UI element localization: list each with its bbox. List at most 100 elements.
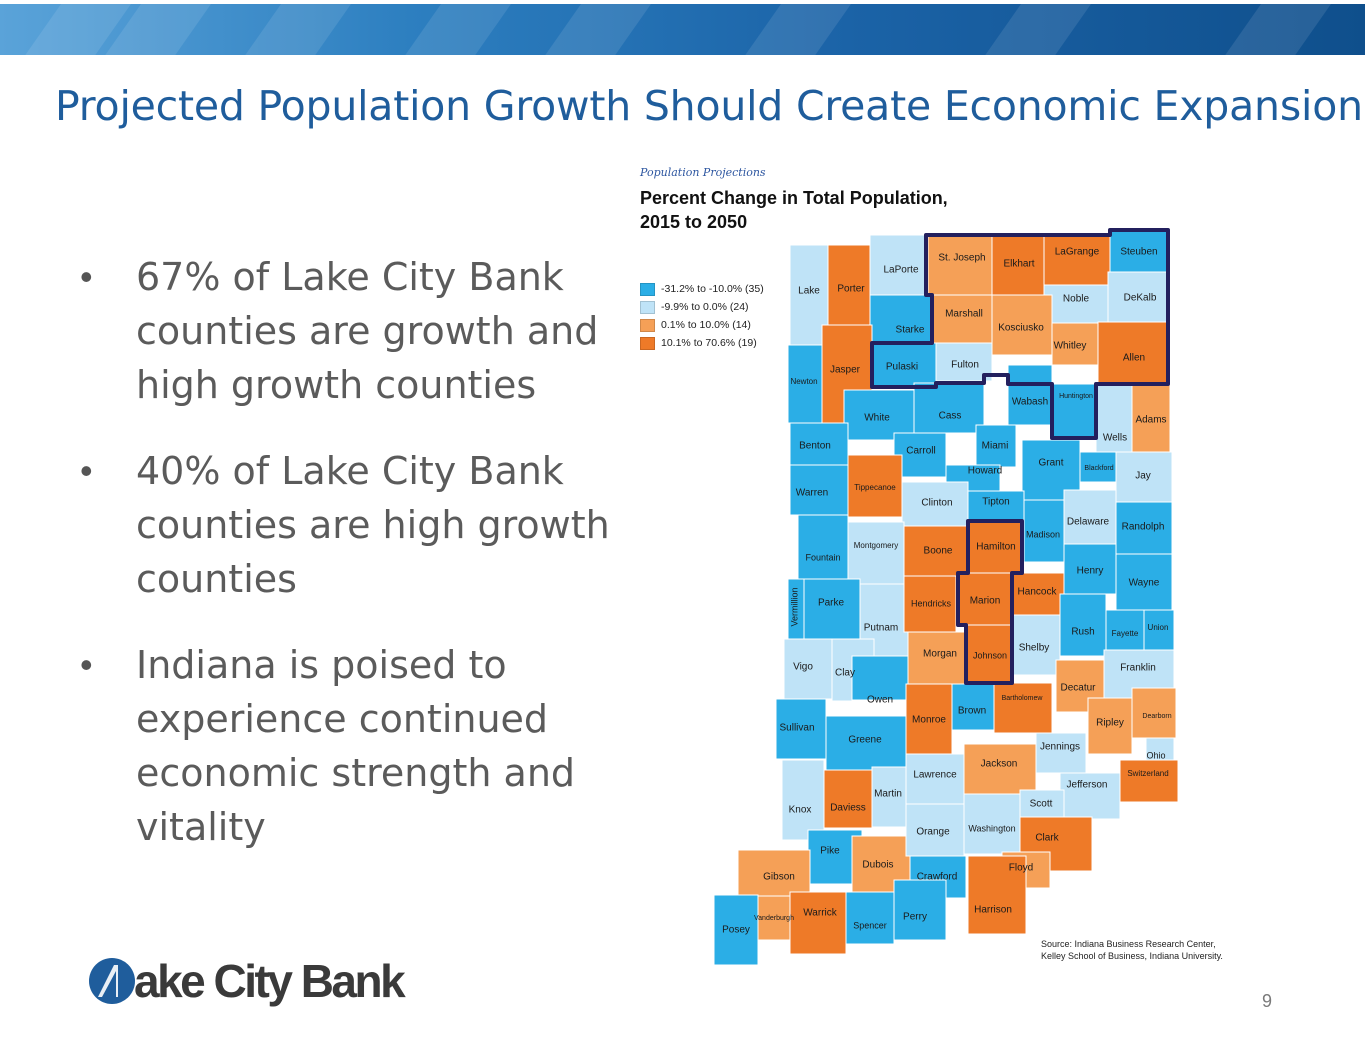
county-label-knox: Knox [789, 805, 812, 816]
county-hancock [1011, 572, 1065, 616]
county-label-warrick: Warrick [803, 908, 838, 919]
county-elkhart [991, 234, 1045, 296]
source-line: Kelley School of Business, Indiana Unive… [1041, 951, 1223, 961]
source-line: Source: Indiana Business Research Center… [1041, 939, 1216, 949]
county-label-dekalb: DeKalb [1124, 293, 1157, 304]
county-label-vermillion: Vermillion [789, 587, 799, 626]
county-label-dubois: Dubois [862, 860, 893, 871]
county-blackford [1079, 451, 1117, 483]
county-label-monroe: Monroe [912, 715, 946, 726]
county-label-decatur: Decatur [1060, 683, 1096, 694]
county-vigo [783, 638, 833, 700]
county-label-harrison: Harrison [974, 905, 1012, 916]
map-source: Source: Indiana Business Research Center… [1041, 938, 1223, 962]
county-warrick [789, 891, 847, 955]
county-wells [1095, 383, 1133, 453]
county-label-gibson: Gibson [763, 872, 795, 883]
county-greene [825, 715, 907, 771]
county-label-montgomery: Montgomery [854, 541, 898, 550]
county-label-randolph: Randolph [1122, 522, 1165, 533]
county-label-morgan: Morgan [923, 649, 957, 660]
county-label-jackson: Jackson [981, 759, 1018, 770]
map-kicker: Population Projections [640, 166, 766, 179]
county-label-jasper: Jasper [830, 365, 861, 376]
county-label-greene: Greene [848, 735, 882, 746]
county-label-washington: Washington [968, 823, 1015, 833]
county-label-parke: Parke [818, 598, 845, 609]
county-label-sullivan: Sullivan [779, 723, 814, 734]
county-label-noble: Noble [1063, 294, 1090, 305]
county-noble [1043, 284, 1109, 324]
county-label-floyd: Floyd [1009, 863, 1033, 874]
county-label-hendricks: Hendricks [911, 598, 952, 608]
county-label-white: White [864, 413, 890, 424]
county-jay [1115, 451, 1173, 503]
legend-label: -9.9% to 0.0% (24) [661, 301, 749, 313]
county-label-tipton: Tipton [982, 497, 1009, 508]
county-tippecanoe [847, 454, 903, 518]
county-steuben [1109, 229, 1169, 273]
county-label-brown: Brown [958, 706, 986, 717]
legend-item: 10.1% to 70.6% (19) [640, 334, 764, 352]
page-number: 9 [1262, 991, 1273, 1011]
map-title-line: 2015 to 2050 [640, 212, 748, 232]
county-knox [781, 759, 825, 841]
county-label-wabash: Wabash [1012, 397, 1048, 408]
county-label-rush: Rush [1071, 627, 1094, 638]
county-label-pulaski: Pulaski [886, 362, 918, 373]
county-warren [789, 464, 849, 516]
header-banner [0, 4, 1365, 55]
county-montgomery [847, 521, 905, 585]
county-wayne [1115, 553, 1173, 611]
county-pulaski [871, 342, 937, 388]
county-randolph [1115, 501, 1173, 555]
county-label-whitley: Whitley [1054, 341, 1087, 352]
county-label-crawford: Crawford [917, 872, 958, 883]
county-label-marion: Marion [970, 596, 1001, 607]
legend-swatch [640, 282, 655, 296]
county-label-starke: Starke [896, 325, 925, 336]
county-parke [803, 578, 861, 640]
county-label-hamilton: Hamilton [976, 542, 1015, 553]
service-area-outline-north [870, 228, 1170, 440]
county-label-union: Union [1148, 623, 1169, 632]
county-cass [913, 382, 985, 434]
legend-label: -31.2% to -10.0% (35) [661, 283, 764, 295]
county-posey [713, 894, 759, 966]
county-label-shelby: Shelby [1019, 643, 1050, 654]
county-fountain [797, 514, 849, 580]
county-label-martin: Martin [874, 789, 902, 800]
map-title: Percent Change in Total Population, 2015… [640, 186, 948, 234]
county-white [843, 389, 915, 441]
county-label-clay: Clay [835, 668, 855, 679]
county-marion [957, 572, 1013, 626]
county-hendricks [903, 575, 957, 633]
county-label-switzerland: Switzerland [1127, 769, 1168, 778]
county-label-posey: Posey [722, 925, 750, 936]
county-label-laporte: LaPorte [883, 265, 918, 276]
county-daviess [823, 769, 873, 829]
county-label-lagrange: LaGrange [1055, 247, 1100, 258]
county-label-lake: Lake [798, 286, 820, 297]
slide-title: Projected Population Growth Should Creat… [55, 82, 1363, 130]
county-perry [893, 879, 947, 941]
county-label-huntington: Huntington [1059, 393, 1093, 400]
legend-label: 10.1% to 70.6% (19) [661, 337, 757, 349]
county-label-franklin: Franklin [1120, 663, 1156, 674]
legend-item: -31.2% to -10.0% (35) [640, 280, 764, 298]
county-label-ripley: Ripley [1096, 718, 1124, 729]
county-label-carroll: Carroll [906, 446, 935, 457]
county-label-johnson: Johnson [973, 650, 1007, 660]
county-label-fulton: Fulton [951, 360, 979, 371]
map-legend: -31.2% to -10.0% (35) -9.9% to 0.0% (24)… [640, 280, 764, 352]
legend-label: 0.1% to 10.0% (14) [661, 319, 751, 331]
county-shelby [1011, 614, 1061, 676]
county-label-hancock: Hancock [1018, 587, 1058, 598]
county-tipton [967, 490, 1025, 522]
county-label-miami: Miami [982, 441, 1009, 452]
county-newton [787, 344, 823, 424]
county-jennings [1035, 732, 1087, 774]
bullet-text: 67% of Lake City Bank counties are growt… [136, 255, 599, 407]
